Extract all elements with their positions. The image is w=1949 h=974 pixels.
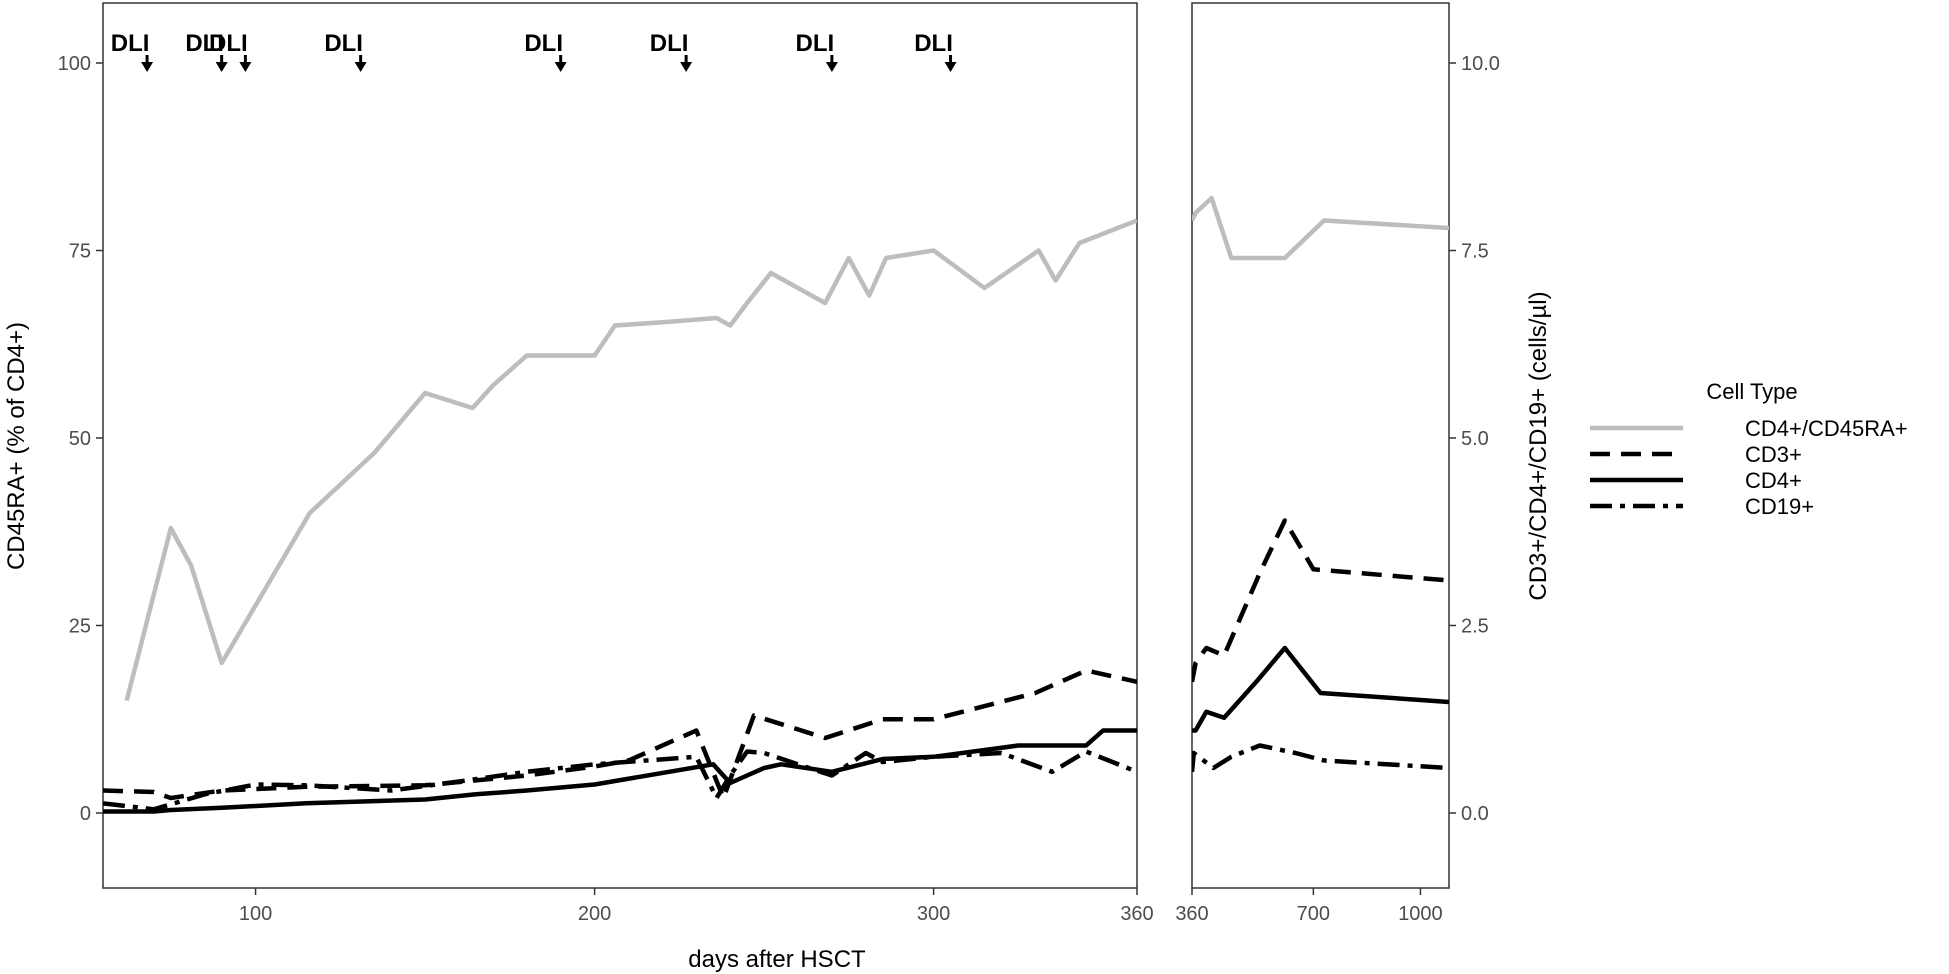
y-right-axis-title: CD3+/CD4+/CD19+ (cells/µl)	[1525, 291, 1552, 600]
dli-arrow-head	[825, 62, 838, 72]
y-right-tick-label: 7.5	[1461, 241, 1489, 263]
dli-label: DLI	[650, 30, 689, 57]
legend: Cell Type CD4+/CD45RA+CD3+CD4+CD19+	[1590, 379, 1908, 519]
dli-label: DLI	[111, 30, 150, 57]
series-line-cd4-right	[1192, 645, 1449, 733]
y-right-tick-label: 10.0	[1461, 53, 1500, 75]
left-x-axis: 100 200 300 360	[239, 888, 1154, 925]
x-tick-label: 360	[1175, 903, 1208, 925]
x-tick-label: 1000	[1398, 903, 1443, 925]
series-line-cd3-right	[1192, 518, 1449, 683]
dli-arrow-head	[239, 62, 252, 72]
dli-arrow-head	[944, 62, 957, 72]
right-x-axis: 360 700 1000	[1175, 888, 1443, 925]
left-panel-series	[103, 218, 1137, 814]
right-panel-border	[1191, 2, 1450, 889]
dli-label: DLI	[914, 30, 953, 57]
x-tick-label: 300	[917, 903, 950, 925]
series-line-cd19-right	[1192, 743, 1449, 773]
dli-arrow-head	[680, 62, 693, 72]
dli-label: DLI	[185, 30, 224, 57]
series-line-cd19-left	[103, 749, 1137, 812]
series-line-cd3-left	[103, 668, 1137, 801]
y-left-tick-label: 25	[69, 616, 91, 638]
dli-arrow-head	[215, 62, 228, 72]
dli-label: DLI	[524, 30, 563, 57]
y-right-tick-label: 5.0	[1461, 428, 1489, 450]
x-axis-title: days after HSCT	[688, 946, 866, 973]
dli-arrow-head	[354, 62, 367, 72]
legend-entries: CD4+/CD45RA+CD3+CD4+CD19+	[1590, 416, 1908, 519]
y-left-tick-label: 50	[69, 428, 91, 450]
left-panel-border	[102, 2, 1138, 889]
x-tick-label: 200	[578, 903, 611, 925]
y-left-tick-label: 100	[58, 53, 91, 75]
legend-label: CD4+/CD45RA+	[1745, 416, 1908, 441]
series-line-cd4-cd45ra-right	[1192, 195, 1449, 261]
y-right-tick-label: 2.5	[1461, 616, 1489, 638]
series-line-cd4-left	[103, 728, 1137, 814]
left-y-axis: 0 25 50 75 100	[58, 53, 103, 825]
dli-arrow-head	[141, 62, 154, 72]
right-y-axis: 0.0 2.5 5.0 7.5 10.0	[1449, 53, 1500, 825]
y-left-axis-title: CD45RA+ (% of CD4+)	[3, 322, 30, 570]
right-panel-series	[1192, 195, 1449, 773]
x-tick-label: 700	[1297, 903, 1330, 925]
dli-label: DLI	[796, 30, 835, 57]
legend-label: CD3+	[1745, 442, 1802, 467]
y-left-tick-label: 75	[69, 241, 91, 263]
right-panel: 0.0 2.5 5.0 7.5 10.0 360 700 1000	[1175, 2, 1500, 925]
dli-label: DLI	[209, 30, 248, 57]
x-tick-label: 100	[239, 903, 272, 925]
dli-label: DLI	[324, 30, 363, 57]
legend-label: CD19+	[1745, 494, 1814, 519]
legend-label: CD4+	[1745, 468, 1802, 493]
legend-title: Cell Type	[1706, 379, 1797, 404]
series-line-cd4-cd45ra-left	[124, 218, 1137, 702]
x-tick-label: 360	[1120, 903, 1153, 925]
y-right-tick-label: 0.0	[1461, 803, 1489, 825]
dli-arrow-head	[554, 62, 567, 72]
y-left-tick-label: 0	[80, 803, 91, 825]
